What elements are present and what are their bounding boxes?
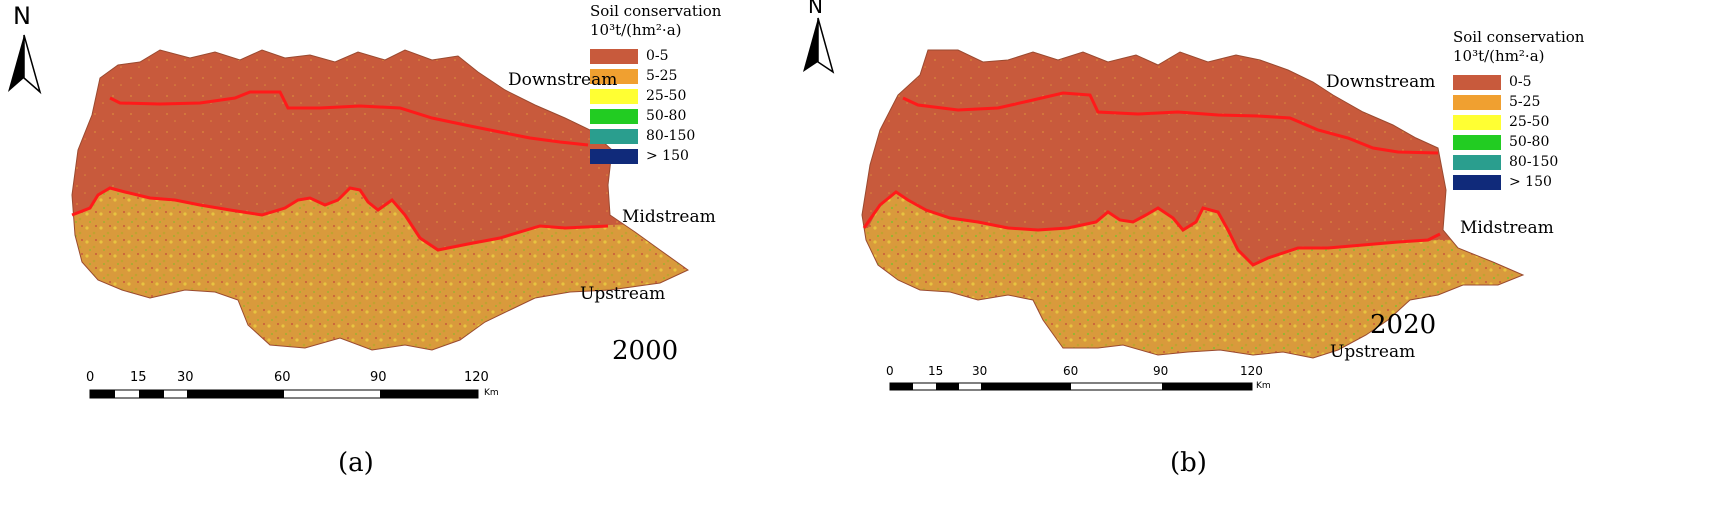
legend-swatch xyxy=(590,148,638,164)
panel-caption: (b) xyxy=(1170,448,1207,478)
basin-map xyxy=(8,34,689,399)
legend-swatch xyxy=(590,108,638,124)
scale-tick: 0 xyxy=(86,370,95,385)
upstream-label: Upstream xyxy=(580,284,666,304)
year-label: 2020 xyxy=(1370,310,1437,340)
legend: Soil conservation 10³t/(hm²·a) 0-5 5-25 … xyxy=(1453,28,1584,192)
basin-map xyxy=(803,17,1525,391)
legend-swatch xyxy=(590,68,638,84)
legend-item: 25-50 xyxy=(1453,112,1584,132)
legend-item: > 150 xyxy=(1453,172,1584,192)
legend-item: 0-5 xyxy=(590,46,721,66)
scale-tick: 60 xyxy=(1063,364,1079,378)
scale-tick: 15 xyxy=(928,364,944,378)
scale-unit: Km xyxy=(484,388,499,398)
legend-item: 0-5 xyxy=(1453,72,1584,92)
scale-tick: 90 xyxy=(1153,364,1169,378)
legend-swatch xyxy=(1453,134,1501,150)
year-label: 2000 xyxy=(612,336,679,366)
midstream-label: Midstream xyxy=(1460,218,1554,238)
legend-swatch xyxy=(1453,154,1501,170)
downstream-label: Downstream xyxy=(1326,72,1436,92)
scale-bar xyxy=(89,389,479,399)
scale-tick: 30 xyxy=(972,364,988,378)
north-arrow-icon xyxy=(803,17,835,74)
legend-item: 80-150 xyxy=(590,126,721,146)
map-panel-2020: N Soil conservation 10³t/(hm²·a) 0-5 5-2… xyxy=(803,0,1716,525)
legend-swatch xyxy=(590,128,638,144)
downstream-label: Downstream xyxy=(508,70,618,90)
legend-swatch xyxy=(1453,114,1501,130)
basin-outline xyxy=(71,49,689,351)
legend-item: 5-25 xyxy=(1453,92,1584,112)
legend-swatch xyxy=(1453,174,1501,190)
legend-item: 25-50 xyxy=(590,86,721,106)
north-label: N xyxy=(13,2,31,30)
basin-outline xyxy=(861,49,1525,359)
midstream-boundary-line xyxy=(862,190,1441,267)
map-panel-2000: N Soil conservation 10³t/(hm²·a) 0-5 5-2… xyxy=(8,2,721,478)
legend-swatch xyxy=(1453,94,1501,110)
scale-tick: 120 xyxy=(1240,364,1263,378)
legend-item: 80-150 xyxy=(1453,152,1584,172)
panel-caption: (a) xyxy=(338,448,374,478)
legend-title: Soil conservation xyxy=(1453,28,1585,46)
scale-tick: 15 xyxy=(130,370,147,385)
downstream-boundary-line xyxy=(109,90,589,147)
legend-unit: 10³t/(hm²·a) xyxy=(590,21,682,39)
legend-swatch xyxy=(1453,74,1501,90)
legend-title: Soil conservation xyxy=(590,2,722,20)
downstream-boundary-line xyxy=(902,91,1439,155)
north-arrow-icon xyxy=(8,34,42,95)
legend-item: 50-80 xyxy=(590,106,721,126)
scale-tick: 30 xyxy=(177,370,194,385)
legend-item: > 150 xyxy=(590,146,721,166)
scale-tick: 90 xyxy=(370,370,387,385)
midstream-label: Midstream xyxy=(622,207,716,227)
scale-tick: 60 xyxy=(274,370,291,385)
upstream-label: Upstream xyxy=(1330,342,1416,362)
legend: Soil conservation 10³t/(hm²·a) 0-5 5-25 … xyxy=(590,2,721,166)
north-label: N xyxy=(808,0,823,18)
scale-tick: 0 xyxy=(886,364,894,378)
scale-tick: 120 xyxy=(464,370,489,385)
legend-item: 50-80 xyxy=(1453,132,1584,152)
scale-unit: Km xyxy=(1256,381,1271,391)
scale-bar xyxy=(889,382,1253,391)
legend-swatch xyxy=(590,88,638,104)
legend-swatch xyxy=(590,48,638,64)
legend-unit: 10³t/(hm²·a) xyxy=(1453,47,1545,65)
midstream-boundary-line xyxy=(71,186,609,252)
legend-item: 5-25 xyxy=(590,66,721,86)
